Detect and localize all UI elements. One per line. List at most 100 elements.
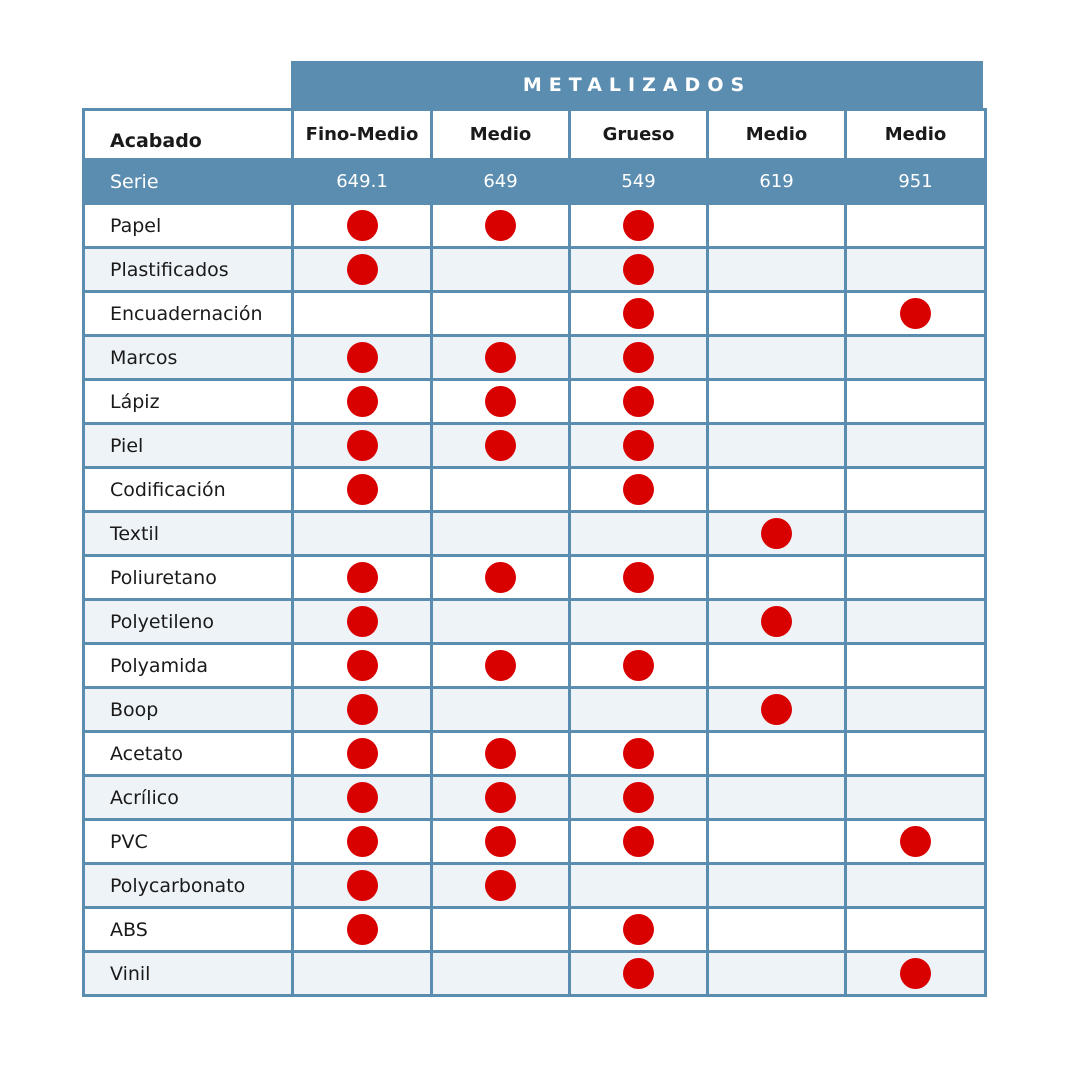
serie-value-3: 549 xyxy=(568,158,709,205)
header-col-3: Grueso xyxy=(568,108,709,161)
compatible-dot-icon xyxy=(623,254,654,285)
row-label: Lápiz xyxy=(82,378,294,425)
table-row: Acetato xyxy=(82,730,987,777)
compatible-dot-icon xyxy=(761,694,792,725)
table-cell xyxy=(291,774,433,821)
table-cell xyxy=(706,422,847,469)
table-cell xyxy=(430,730,571,777)
table-cell xyxy=(430,774,571,821)
compatible-dot-icon xyxy=(623,782,654,813)
row-label: Papel xyxy=(82,202,294,249)
compatible-dot-icon xyxy=(761,518,792,549)
row-label: Marcos xyxy=(82,334,294,381)
table-cell xyxy=(706,642,847,689)
header-acabado: Acabado xyxy=(82,108,294,161)
compatible-dot-icon xyxy=(485,870,516,901)
table-cell xyxy=(706,686,847,733)
row-label: Vinil xyxy=(82,950,294,997)
table-cell xyxy=(291,554,433,601)
serie-label: Serie xyxy=(82,158,294,205)
compatible-dot-icon xyxy=(346,210,378,241)
table-cell xyxy=(568,642,709,689)
compatible-dot-icon xyxy=(346,254,378,285)
table-cell xyxy=(706,510,847,557)
table-cell xyxy=(844,818,987,865)
compatible-dot-icon xyxy=(346,826,378,857)
table-cell xyxy=(706,906,847,953)
table-row: Codificación xyxy=(82,466,987,513)
table-cell xyxy=(706,598,847,645)
table-row: ABS xyxy=(82,906,987,953)
compatible-dot-icon xyxy=(346,606,378,637)
header-col-2: Medio xyxy=(430,108,571,161)
row-label: ABS xyxy=(82,906,294,953)
header-col-4: Medio xyxy=(706,108,847,161)
compatible-dot-icon xyxy=(623,474,654,505)
table-cell xyxy=(568,422,709,469)
table-cell xyxy=(291,510,433,557)
table-cell xyxy=(291,466,433,513)
row-label: Boop xyxy=(82,686,294,733)
table-cell xyxy=(844,598,987,645)
table-row: Marcos xyxy=(82,334,987,381)
table-cell xyxy=(706,554,847,601)
table-banner: METALIZADOS xyxy=(291,61,983,109)
table-cell xyxy=(844,950,987,997)
compatible-dot-icon xyxy=(485,782,516,813)
compatible-dot-icon xyxy=(623,298,654,329)
table-cell xyxy=(706,334,847,381)
compatible-dot-icon xyxy=(900,958,931,989)
table-cell xyxy=(430,554,571,601)
table-cell xyxy=(844,378,987,425)
serie-value-5: 951 xyxy=(844,158,987,205)
table-cell xyxy=(706,862,847,909)
table-cell xyxy=(844,862,987,909)
table-cell xyxy=(430,906,571,953)
table-cell xyxy=(430,290,571,337)
table-cell xyxy=(291,290,433,337)
row-label: Polyamida xyxy=(82,642,294,689)
table-row: Poliuretano xyxy=(82,554,987,601)
row-label: Plastificados xyxy=(82,246,294,293)
table-cell xyxy=(430,686,571,733)
table-row: Encuadernación xyxy=(82,290,987,337)
table-cell xyxy=(844,686,987,733)
table-cell xyxy=(844,906,987,953)
table-row: Lápiz xyxy=(82,378,987,425)
table-cell xyxy=(844,202,987,249)
row-label: Piel xyxy=(82,422,294,469)
table-cell xyxy=(844,246,987,293)
table-cell xyxy=(430,466,571,513)
table-row: Polyetileno xyxy=(82,598,987,645)
serie-row: Serie 649.1 649 549 619 951 xyxy=(82,158,987,205)
row-label: Acrílico xyxy=(82,774,294,821)
compatible-dot-icon xyxy=(346,562,378,593)
table-row: Textil xyxy=(82,510,987,557)
table-cell xyxy=(430,510,571,557)
table-cell xyxy=(568,466,709,513)
table-cell xyxy=(568,598,709,645)
compatible-dot-icon xyxy=(346,474,378,505)
table-cell xyxy=(291,642,433,689)
compatible-dot-icon xyxy=(623,958,654,989)
table-cell xyxy=(291,202,433,249)
table-cell xyxy=(430,202,571,249)
table-cell xyxy=(291,730,433,777)
table-cell xyxy=(568,906,709,953)
compatible-dot-icon xyxy=(623,826,654,857)
table-cell xyxy=(291,422,433,469)
table-cell xyxy=(291,818,433,865)
table-row: Boop xyxy=(82,686,987,733)
table-cell xyxy=(568,246,709,293)
compatible-dot-icon xyxy=(623,210,654,241)
row-label: Polyetileno xyxy=(82,598,294,645)
table-cell xyxy=(430,246,571,293)
compatible-dot-icon xyxy=(485,430,516,461)
compatible-dot-icon xyxy=(623,738,654,769)
table-cell xyxy=(706,378,847,425)
table-cell xyxy=(706,246,847,293)
table-cell xyxy=(706,202,847,249)
table-cell xyxy=(568,774,709,821)
compatible-dot-icon xyxy=(485,342,516,373)
table-cell xyxy=(844,554,987,601)
